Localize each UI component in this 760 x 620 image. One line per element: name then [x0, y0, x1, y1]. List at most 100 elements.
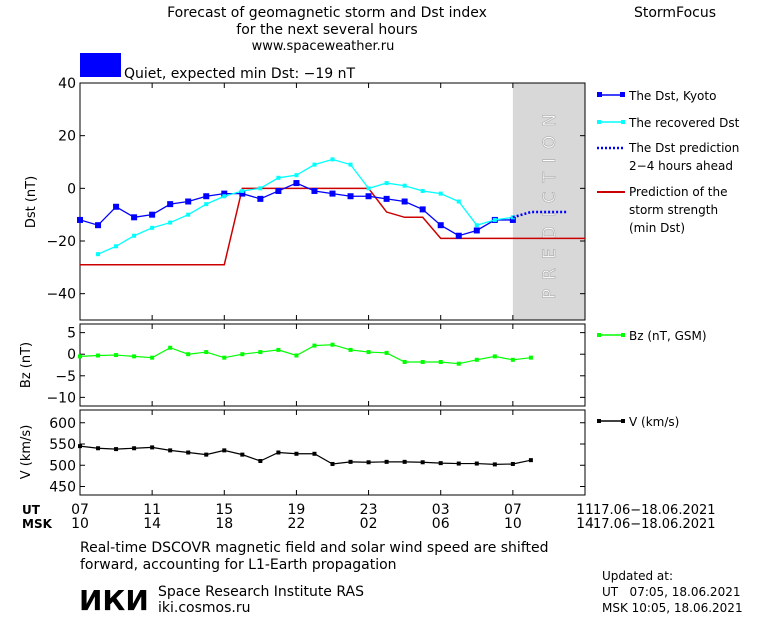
point-v — [420, 460, 425, 465]
legend-label: Bz (nT, GSM) — [629, 329, 707, 343]
legend-label-line1: The Dst prediction — [628, 141, 739, 155]
legend-label: The Dst, Kyoto — [628, 89, 716, 103]
legend-dst-prediction: The Dst prediction 2−4 hours ahead — [597, 141, 739, 173]
legend-label-line3: (min Dst) — [629, 221, 685, 235]
legend: The Dst, Kyoto The recovered Dst The Dst… — [597, 89, 740, 429]
point-v — [348, 459, 353, 464]
point-bz — [420, 359, 425, 364]
point-recovered-dst — [348, 162, 353, 167]
prediction-label: PREDICTION — [540, 105, 560, 299]
y-tick-label: 40 — [58, 76, 76, 92]
legend-marker — [621, 419, 625, 423]
ut-tick-label: 11 — [143, 502, 161, 518]
point-dst-kyoto — [185, 198, 192, 205]
bz-y-label: Bz (nT) — [19, 342, 34, 388]
ut-axis-label: UT — [22, 503, 41, 517]
point-dst-kyoto — [311, 187, 318, 194]
point-v — [276, 450, 281, 455]
point-bz — [474, 357, 479, 362]
point-bz — [492, 354, 497, 359]
point-bz — [528, 355, 533, 360]
ut-tick-label: 15 — [215, 502, 233, 518]
legend-marker — [597, 120, 601, 124]
msk-tick-labels: 10 14 18 22 02 06 10 14 — [71, 516, 594, 532]
msk-tick-label: 18 — [215, 516, 233, 532]
legend-v: V (km/s) — [597, 415, 679, 429]
ut-tick-label: 19 — [288, 502, 306, 518]
bz-series-group — [78, 342, 533, 366]
legend-label: The recovered Dst — [628, 116, 740, 130]
dst-panel: PREDICTION 40 20 0 −20 −40 Dst (nT) — [24, 76, 586, 321]
point-v — [438, 461, 443, 466]
point-recovered-dst — [366, 186, 371, 191]
iki-logo-text: ИКИ — [79, 584, 149, 617]
point-recovered-dst — [204, 202, 209, 207]
point-dst-kyoto — [221, 190, 228, 197]
point-v — [132, 446, 137, 451]
series-line-dst-prediction — [512, 210, 567, 219]
point-bz — [294, 353, 299, 358]
point-bz — [132, 354, 137, 359]
updated-label: Updated at: — [602, 569, 673, 583]
point-v — [186, 450, 191, 455]
point-bz — [456, 361, 461, 366]
institute-name[interactable]: Space Research Institute RAS — [158, 584, 364, 600]
point-bz — [168, 345, 173, 350]
y-tick-label: 450 — [49, 480, 76, 496]
point-bz — [312, 343, 317, 348]
series-line-storm-strength — [80, 187, 585, 266]
point-dst-kyoto — [95, 222, 102, 229]
point-v — [402, 459, 407, 464]
point-recovered-dst — [168, 220, 173, 225]
point-bz — [510, 357, 515, 362]
point-recovered-dst — [258, 186, 263, 191]
v-y-axis: 600 550 500 450 — [49, 410, 586, 496]
point-bz — [96, 353, 101, 358]
point-v — [114, 447, 119, 452]
point-dst-kyoto — [113, 203, 120, 210]
point-dst-kyoto — [401, 198, 408, 205]
msk-tick-label: 10 — [504, 516, 522, 532]
ut-tick-label: 03 — [432, 502, 450, 518]
point-dst-kyoto — [149, 211, 156, 218]
legend-recovered-dst: The recovered Dst — [597, 116, 740, 130]
bz-panel: 5 0 −5 −10 Bz (nT) — [19, 323, 586, 407]
brand-label: StormFocus — [634, 5, 716, 21]
point-dst-kyoto — [329, 190, 336, 197]
prediction-zone — [512, 83, 585, 320]
msk-date-range: 17.06−18.06.2021 — [593, 517, 716, 532]
point-v — [150, 445, 155, 450]
ut-tick-label: 11 — [576, 502, 594, 518]
v-y-label: V (km/s) — [19, 425, 34, 480]
point-dst-kyoto — [455, 232, 462, 239]
updated-msk: MSK 10:05, 18.06.2021 — [602, 601, 743, 615]
series-line-v — [79, 445, 532, 466]
point-v — [492, 462, 497, 467]
footer-note-line2: forward, accounting for L1-Earth propaga… — [80, 557, 397, 573]
y-tick-label: −40 — [46, 287, 76, 303]
institute-url[interactable]: iki.cosmos.ru — [158, 600, 250, 616]
point-dst-kyoto — [365, 193, 372, 200]
v-plot-frame — [79, 409, 586, 496]
legend-dst-kyoto: The Dst, Kyoto — [597, 89, 716, 103]
point-dst-kyoto — [257, 195, 264, 202]
msk-axis-label: MSK — [22, 517, 53, 531]
legend-marker — [621, 333, 625, 337]
iki-logo: ИКИ — [79, 584, 149, 617]
point-bz — [258, 350, 263, 355]
point-v — [204, 452, 209, 457]
website-label: www.spaceweather.ru — [252, 39, 395, 54]
point-bz — [276, 347, 281, 352]
point-dst-kyoto — [419, 206, 426, 213]
point-dst-kyoto — [131, 214, 138, 221]
y-tick-label: −20 — [46, 234, 76, 250]
y-tick-label: −5 — [55, 369, 76, 385]
legend-label: V (km/s) — [629, 415, 679, 429]
point-bz — [150, 355, 155, 360]
msk-tick-label: 14 — [143, 516, 161, 532]
chart-title-line1: Forecast of geomagnetic storm and Dst in… — [167, 5, 487, 21]
point-recovered-dst — [186, 212, 191, 217]
point-v — [366, 460, 371, 465]
legend-marker — [620, 92, 625, 97]
point-bz — [366, 350, 371, 355]
